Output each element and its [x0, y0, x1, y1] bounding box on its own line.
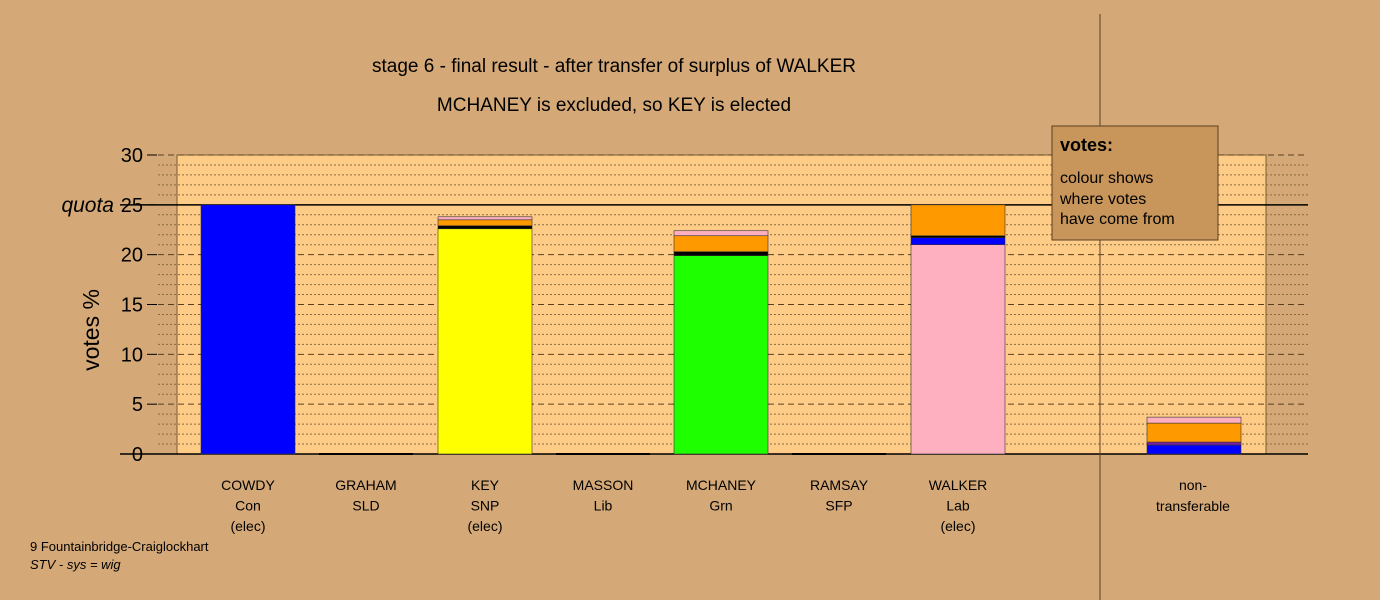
x-label-candidate: RAMSAY [810, 477, 869, 493]
x-label-party: SFP [825, 498, 852, 514]
chart-subtitle: MCHANEY is excluded, so KEY is elected [437, 95, 791, 116]
legend-line-2: where votes [1059, 191, 1146, 208]
x-label-candidate: MCHANEY [686, 477, 757, 493]
y-tick-label: 20 [121, 245, 143, 267]
y-axis-label: votes % [78, 289, 104, 371]
legend-line-1: colour shows [1060, 170, 1153, 187]
x-label-party: Lab [946, 498, 970, 514]
bar-segment [673, 235, 769, 252]
bar-segment [437, 216, 533, 221]
x-label-party: Con [235, 498, 261, 514]
y-tick-label: 30 [121, 145, 143, 167]
bar-segment [1146, 416, 1242, 424]
x-axis-labels: COWDY Con (elec) GRAHAM SLD KEY SNP (elec) MASSO… [221, 477, 987, 534]
bar-segment [1146, 444, 1242, 455]
x-label-status: (elec) [467, 518, 502, 534]
x-label-status: (elec) [230, 518, 265, 534]
legend: votes: colour shows where votes have com… [1051, 125, 1219, 241]
x-label-party: Grn [709, 498, 732, 514]
x-label-candidate: WALKER [929, 477, 988, 493]
bar-segment [910, 244, 1006, 455]
y-tick-label: 25 [121, 195, 143, 217]
bar-segment [437, 228, 533, 455]
bar-segment [1146, 441, 1242, 446]
bars [200, 204, 1242, 455]
y-axis: 0 5 10 15 20 25 30 [121, 145, 157, 466]
bar-segment [910, 237, 1006, 245]
y-tick-label: 5 [132, 394, 143, 416]
nontransferable-label-1: non- [1179, 477, 1207, 493]
y-tick-label: 15 [121, 295, 143, 317]
quota-label: quota [61, 194, 114, 217]
bar-segment [673, 251, 769, 256]
footer-ward: 9 Fountainbridge-Craiglockhart [30, 539, 209, 554]
legend-title: votes: [1060, 135, 1113, 155]
nontransferable-label-2: transferable [1156, 498, 1230, 514]
legend-line-3: have come from [1060, 211, 1175, 228]
bar-segment [437, 219, 533, 227]
bar-segment [200, 204, 296, 455]
bar-segment [673, 255, 769, 455]
x-label-party: Lib [594, 498, 613, 514]
x-label-candidate: COWDY [221, 477, 275, 493]
legend-box [1051, 125, 1219, 241]
x-label-party: SNP [471, 498, 500, 514]
bar-segment [673, 230, 769, 237]
y-tick-label: 10 [121, 344, 143, 366]
x-label-party: SLD [352, 498, 379, 514]
bar-segment [1146, 422, 1242, 443]
y-tick-label: 0 [132, 444, 143, 466]
bar-segment [437, 225, 533, 230]
x-label-candidate: GRAHAM [335, 477, 396, 493]
chart-title: stage 6 - final result - after transfer … [372, 56, 856, 77]
x-label-status: (elec) [940, 518, 975, 534]
footer-system: STV - sys = wig [30, 557, 121, 572]
x-label-candidate: MASSON [573, 477, 634, 493]
x-label-candidate: KEY [471, 477, 500, 493]
bar-segment [910, 204, 1006, 237]
